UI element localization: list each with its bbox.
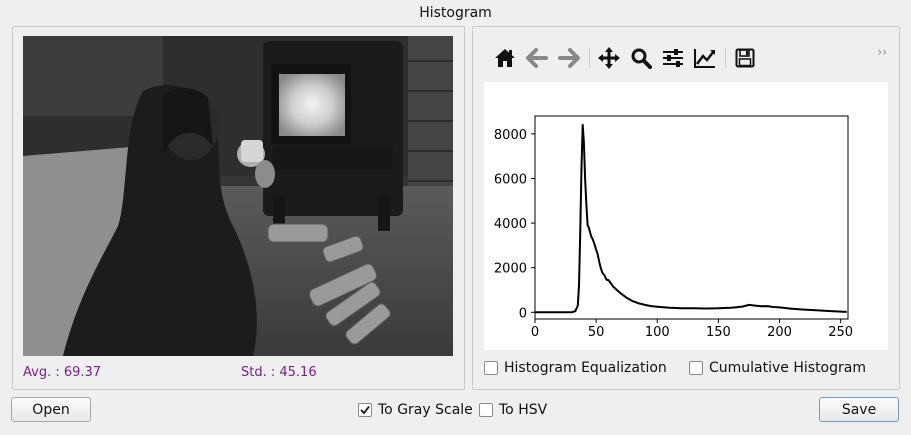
histogram-panel: ›› 0 50 100 150 200 250 0 2000 4000 6000 8000 Hist…	[472, 26, 900, 390]
gray-scale-checkbox[interactable]	[358, 403, 372, 417]
std-label: Std. : 45.16	[241, 365, 317, 380]
x-tick-label: 50	[588, 325, 605, 340]
x-tick-label: 0	[531, 325, 539, 340]
save-button[interactable]: Save	[819, 397, 899, 422]
y-tick-label: 2000	[494, 262, 527, 277]
x-tick-label: 250	[828, 325, 853, 340]
back-arrow-icon[interactable]	[523, 44, 551, 72]
hsv-label: To HSV	[499, 402, 548, 418]
x-tick-label: 100	[645, 325, 670, 340]
forward-arrow-icon[interactable]	[555, 44, 583, 72]
zoom-icon[interactable]	[627, 44, 655, 72]
average-label: Avg. : 69.37	[23, 365, 102, 380]
cumulative-histogram-option[interactable]: Cumulative Histogram	[689, 360, 866, 376]
histogram-line	[535, 123, 847, 314]
histogram-plot: 0 50 100 150 200 250 0 2000 4000 6000 8000	[484, 82, 888, 350]
x-tick-label: 200	[767, 325, 792, 340]
plot-frame	[534, 115, 849, 320]
histogram-equalization-checkbox[interactable]	[484, 361, 498, 375]
pan-icon[interactable]	[595, 44, 623, 72]
histogram-chart: 0 50 100 150 200 250 0 2000 4000 6000 8000	[494, 115, 853, 340]
y-tick-label: 6000	[494, 172, 527, 187]
y-tick-label: 8000	[494, 128, 527, 143]
home-icon[interactable]	[491, 44, 519, 72]
gray-scale-option[interactable]: To Gray Scale	[358, 402, 473, 418]
hsv-checkbox[interactable]	[479, 403, 493, 417]
hsv-option[interactable]: To HSV	[479, 402, 547, 418]
edit-axis-icon[interactable]	[691, 44, 719, 72]
window-title: Histogram	[419, 5, 492, 21]
y-tick-label: 0	[519, 306, 527, 321]
histogram-equalization-option[interactable]: Histogram Equalization	[484, 360, 667, 376]
checkmark-icon	[360, 405, 370, 415]
save-figure-icon[interactable]	[731, 44, 759, 72]
grayscale-photo	[23, 36, 453, 356]
x-tick-label: 150	[706, 325, 731, 340]
cumulative-histogram-checkbox[interactable]	[689, 361, 703, 375]
y-tick-label: 4000	[494, 217, 527, 232]
image-panel: Avg. : 69.37 Std. : 45.16	[12, 26, 465, 390]
configure-subplots-icon[interactable]	[659, 44, 687, 72]
photo-image	[23, 36, 453, 356]
cumulative-histogram-label: Cumulative Histogram	[709, 360, 866, 376]
open-button[interactable]: Open	[11, 397, 91, 422]
gray-scale-label: To Gray Scale	[378, 402, 473, 418]
plot-toolbar	[491, 44, 891, 72]
toolbar-overflow-icon[interactable]: ››	[877, 45, 887, 59]
histogram-equalization-label: Histogram Equalization	[504, 360, 667, 376]
